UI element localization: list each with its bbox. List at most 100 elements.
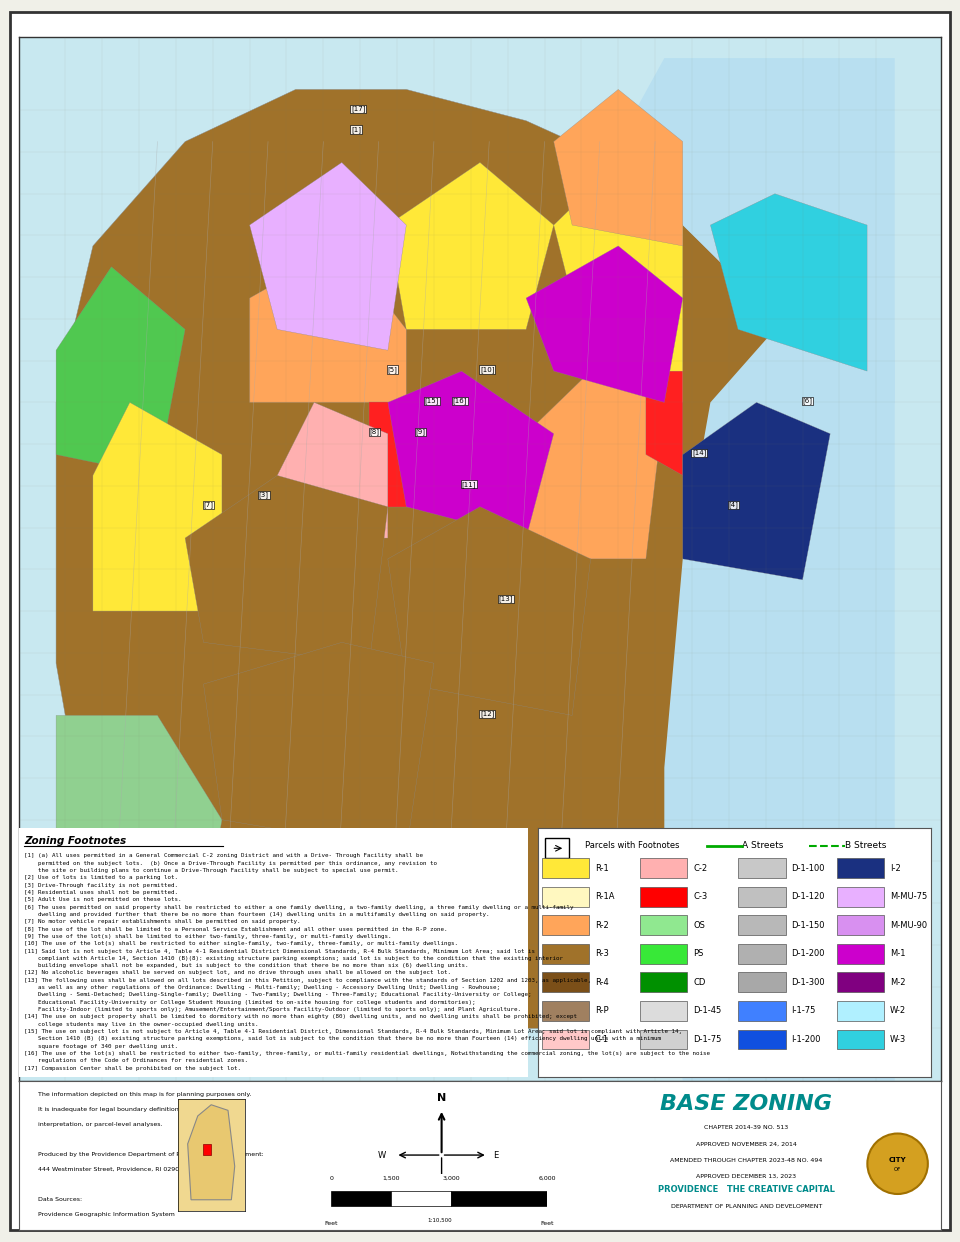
Bar (541, 858, 588, 878)
Text: 6,000: 6,000 (539, 1176, 556, 1181)
Text: PS: PS (693, 949, 704, 959)
Text: [4]: [4] (729, 502, 738, 508)
Text: [12] No alcoholic beverages shall be served on subject lot, and no drive through: [12] No alcoholic beverages shall be ser… (24, 970, 451, 975)
Text: 0: 0 (329, 1176, 333, 1181)
Text: M-MU-90: M-MU-90 (890, 920, 927, 930)
Text: compliant with Article 14, Section 1410 (B)(8): existing structure parking exemp: compliant with Article 14, Section 1410 … (24, 956, 564, 961)
Text: D-1-300: D-1-300 (791, 977, 825, 987)
Polygon shape (646, 371, 683, 476)
Polygon shape (56, 267, 185, 476)
Bar (837, 887, 884, 907)
Text: regulations of the Code of Ordinances for residential zones.: regulations of the Code of Ordinances fo… (24, 1058, 249, 1063)
Bar (541, 887, 588, 907)
Text: R-P: R-P (594, 1006, 609, 1016)
Bar (837, 1030, 884, 1049)
Bar (541, 1030, 588, 1049)
Bar (640, 858, 687, 878)
Text: C-2: C-2 (693, 863, 708, 873)
Text: AMENDED THROUGH CHAPTER 2023-48 NO. 494: AMENDED THROUGH CHAPTER 2023-48 NO. 494 (670, 1158, 823, 1163)
Bar (204, 1144, 211, 1155)
Text: PROVIDENCE   THE CREATIVE CAPITAL: PROVIDENCE THE CREATIVE CAPITAL (658, 1185, 835, 1194)
Text: [7] No motor vehicle repair establishments shall be permitted on said property.: [7] No motor vehicle repair establishmen… (24, 919, 300, 924)
Bar (640, 1001, 687, 1021)
Text: S: S (439, 1211, 444, 1220)
Bar (837, 858, 884, 878)
Text: [4] Residential uses shall not be permitted.: [4] Residential uses shall not be permit… (24, 889, 179, 895)
Bar (640, 944, 687, 964)
Bar (738, 972, 785, 992)
Text: building envelope shall not be expanded, but is subject to the condition that th: building envelope shall not be expanded,… (24, 964, 468, 969)
Text: 1,500: 1,500 (382, 1176, 400, 1181)
Bar (541, 915, 588, 935)
Text: [17]: [17] (351, 106, 366, 112)
Text: [3] Drive-Through facility is not permitted.: [3] Drive-Through facility is not permit… (24, 883, 179, 888)
Bar (738, 915, 785, 935)
Polygon shape (370, 402, 424, 507)
Text: CHAPTER 2014-39 NO. 513: CHAPTER 2014-39 NO. 513 (705, 1125, 788, 1130)
Text: R-1A: R-1A (594, 892, 614, 902)
Text: DEPARTMENT OF PLANNING AND DEVELOPMENT: DEPARTMENT OF PLANNING AND DEVELOPMENT (671, 1205, 822, 1210)
Text: It is inadequate for legal boundary definition, regulatory: It is inadequate for legal boundary defi… (37, 1108, 215, 1113)
Polygon shape (185, 476, 388, 663)
Polygon shape (710, 194, 867, 371)
Bar (738, 858, 785, 878)
Text: dwelling and provided further that there be no more than fourteen (14) dwelling : dwelling and provided further that there… (24, 912, 490, 917)
Polygon shape (554, 163, 683, 402)
Text: Feet: Feet (540, 1221, 554, 1226)
Text: Section 1410 (B) (8) existing structure parking exemptions, said lot is subject : Section 1410 (B) (8) existing structure … (24, 1036, 661, 1042)
Text: APPROVED NOVEMBER 24, 2014: APPROVED NOVEMBER 24, 2014 (696, 1141, 797, 1146)
Bar (837, 1001, 884, 1021)
Text: W: W (377, 1150, 386, 1160)
Text: I-1-75: I-1-75 (791, 1006, 816, 1016)
Text: [10] The use of the lot(s) shall be restricted to either single-family, two-fami: [10] The use of the lot(s) shall be rest… (24, 941, 458, 946)
Polygon shape (526, 371, 664, 559)
Text: [8] The use of the lot shall be limited to a Personal Service Establishment and : [8] The use of the lot shall be limited … (24, 927, 447, 932)
Bar (837, 944, 884, 964)
Bar (541, 972, 588, 992)
Bar (738, 887, 785, 907)
Text: [8]: [8] (370, 428, 379, 436)
Polygon shape (93, 402, 222, 611)
Circle shape (867, 1134, 927, 1194)
Text: Educational Facility-University or College Student Housing (limited to on-site h: Educational Facility-University or Colle… (24, 1000, 476, 1005)
Text: [1] (a) All uses permitted in a General Commercial C-2 zoning District and with : [1] (a) All uses permitted in a General … (24, 853, 423, 858)
Text: APPROVED DECEMBER 13, 2023: APPROVED DECEMBER 13, 2023 (696, 1174, 797, 1179)
Text: 3,000: 3,000 (443, 1176, 460, 1181)
Text: BASE ZONING: BASE ZONING (660, 1094, 832, 1114)
Text: OS: OS (693, 920, 705, 930)
Text: [12]: [12] (480, 710, 494, 717)
Polygon shape (526, 246, 683, 402)
Text: CD: CD (693, 977, 706, 987)
Text: 444 Westminster Street, Providence, RI 02903: 444 Westminster Street, Providence, RI 0… (37, 1167, 182, 1172)
Text: the site or building plans to continue a Drive-Through Facility shall be subject: the site or building plans to continue a… (24, 868, 398, 873)
Text: N: N (437, 1093, 446, 1103)
Text: [17] Compassion Center shall be prohibited on the subject lot.: [17] Compassion Center shall be prohibit… (24, 1066, 241, 1071)
Text: [9]: [9] (416, 428, 425, 436)
Polygon shape (388, 163, 554, 329)
Text: [16] The use of the lot(s) shall be restricted to either two-family, three-famil: [16] The use of the lot(s) shall be rest… (24, 1051, 710, 1056)
Text: [15] The use on subject lot is not subject to Article 4, Table 4-1 Residential D: [15] The use on subject lot is not subje… (24, 1030, 683, 1035)
Text: C-3: C-3 (693, 892, 708, 902)
Text: [1]: [1] (351, 127, 361, 133)
Polygon shape (250, 163, 406, 350)
Bar (451, 1191, 547, 1206)
Text: interpretation, or parcel-level analyses.: interpretation, or parcel-level analyses… (37, 1123, 162, 1128)
Text: C-1: C-1 (594, 1035, 609, 1045)
Text: [9] The use of the lot(s) shall be limited to either two-family, three-family, o: [9] The use of the lot(s) shall be limit… (24, 934, 392, 939)
Text: R-1: R-1 (594, 863, 609, 873)
Text: [11] Said lot is not subject to Article 4, Table 4-1 Residential District Dimens: [11] Said lot is not subject to Article … (24, 949, 536, 954)
Text: Produced by the Providence Department of Planning and Development:: Produced by the Providence Department of… (37, 1153, 263, 1158)
Bar (640, 887, 687, 907)
Bar (541, 1001, 588, 1021)
Text: [14]: [14] (692, 450, 707, 456)
Polygon shape (277, 402, 388, 538)
Polygon shape (204, 642, 434, 851)
Text: permitted on the subject lots.  (b) Once a Drive-Through Facility is permitted p: permitted on the subject lots. (b) Once … (24, 861, 438, 866)
Text: [5] Adult Use is not permitted on these lots.: [5] Adult Use is not permitted on these … (24, 897, 181, 902)
Text: [13]: [13] (498, 596, 513, 602)
Text: The information depicted on this map is for planning purposes only.: The information depicted on this map is … (37, 1093, 251, 1098)
Text: Dwelling - Semi-Detached; Dwelling-Single-family; Dwelling - Two-Family; Dwellin: Dwelling - Semi-Detached; Dwelling-Singl… (24, 992, 532, 997)
Text: W-3: W-3 (890, 1035, 906, 1045)
Bar (545, 838, 569, 858)
Text: [5]: [5] (388, 366, 397, 373)
